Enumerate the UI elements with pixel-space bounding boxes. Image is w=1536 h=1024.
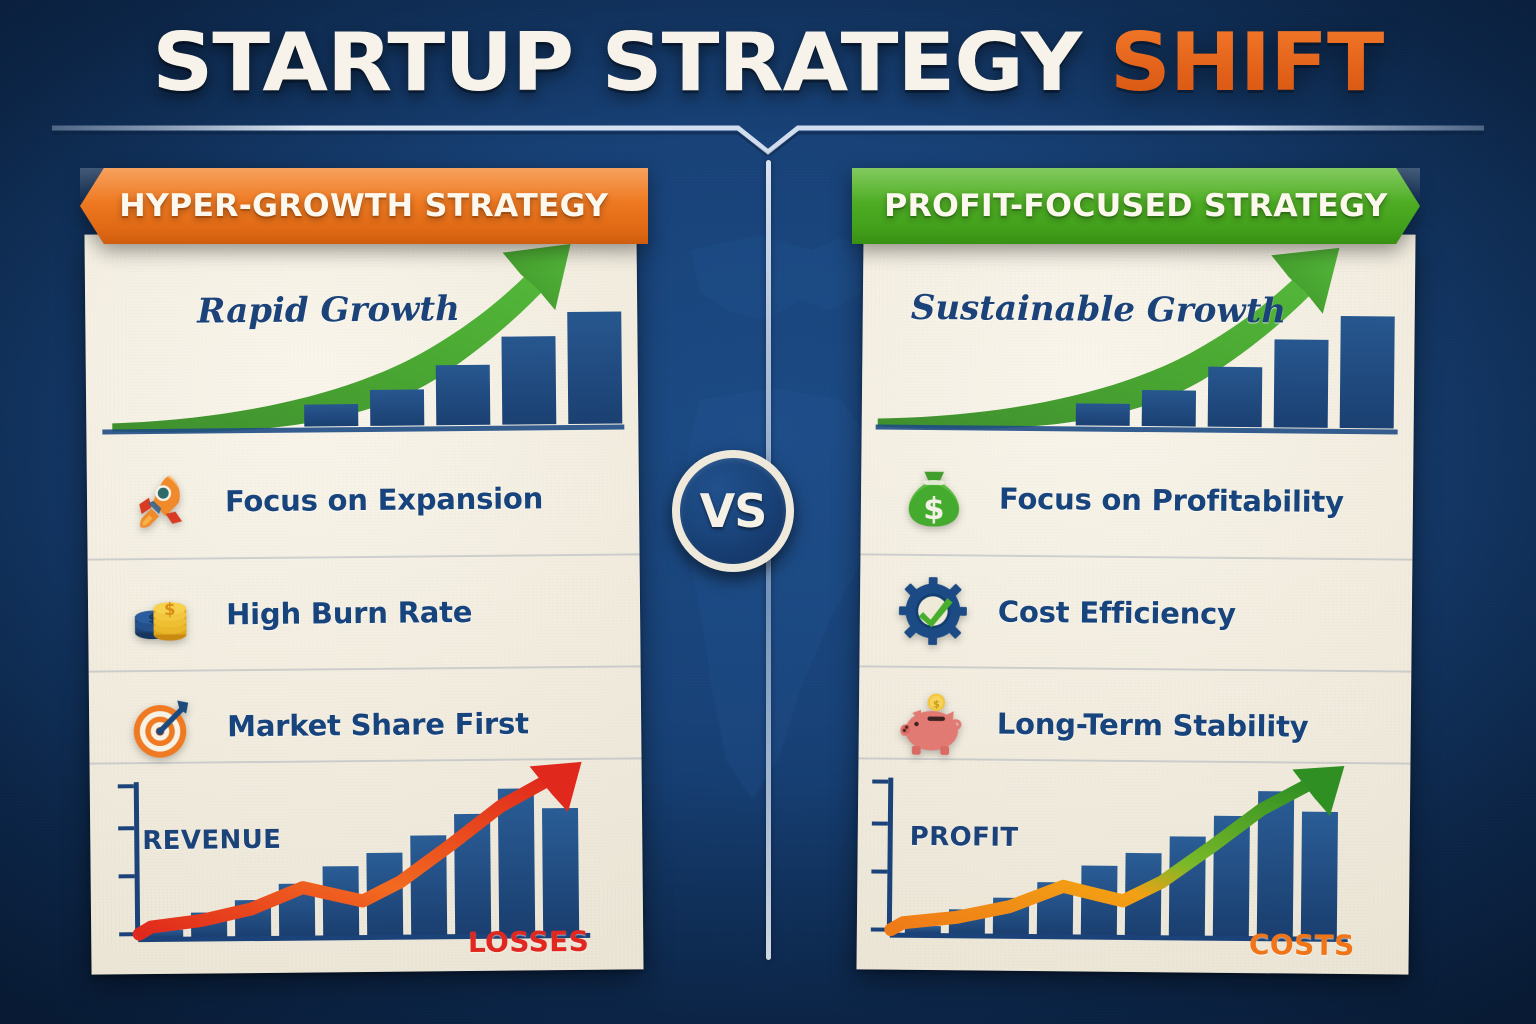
feature-label: Market Share First	[227, 706, 529, 744]
feature-row-focus-on-profitability[interactable]: $ Focus on Profitability	[860, 441, 1413, 558]
vs-label: VS	[699, 484, 768, 538]
feature-row-market-share-first[interactable]: Market Share First	[88, 665, 642, 783]
feature-row-long-term-stability[interactable]: $ Long-Term Stab	[858, 665, 1412, 783]
money-bag-icon: $	[895, 459, 974, 538]
panel-profit-focused: Sustainable Growth $ Focus on Profitabil…	[856, 229, 1416, 975]
right-growth-caption: Sustainable Growth	[910, 287, 1287, 332]
right-bottom-chart-svg	[870, 766, 1348, 943]
svg-text:$: $	[923, 492, 945, 527]
right-growth-chart: Sustainable Growth	[862, 235, 1416, 448]
page-title-main: STARTUP STRATEGY	[152, 16, 1110, 109]
ribbon-profit-focused: PROFIT-FOCUSED STRATEGY	[852, 168, 1420, 244]
right-growth-chart-svg	[875, 247, 1398, 435]
panel-hyper-growth: Rapid Growth	[84, 229, 644, 975]
feature-label: Cost Efficiency	[997, 594, 1237, 631]
feature-label: High Burn Rate	[225, 594, 473, 632]
left-bottom-chart-svg	[117, 761, 591, 943]
left-growth-caption: Rapid Growth	[197, 289, 461, 332]
ribbon-label: HYPER-GROWTH STRATEGY	[119, 188, 609, 224]
ribbon-label: PROFIT-FOCUSED STRATEGY	[884, 188, 1388, 224]
feature-row-cost-efficiency[interactable]: Cost Efficiency	[859, 553, 1413, 671]
right-chart-label-main: PROFIT	[909, 821, 1019, 853]
svg-text:$: $	[148, 612, 157, 626]
ribbon-shape	[852, 168, 1420, 244]
page-title: STARTUP STRATEGY SHIFT	[0, 16, 1536, 109]
feature-label: Focus on Expansion	[224, 481, 544, 519]
vs-badge: VS	[672, 450, 794, 572]
ribbon-hyper-growth: HYPER-GROWTH STRATEGY	[80, 168, 648, 244]
svg-text:$: $	[164, 600, 176, 619]
page-title-container: STARTUP STRATEGY SHIFT	[0, 16, 1536, 109]
rocket-icon	[121, 463, 200, 542]
left-bottom-chart: REVENUE LOSSES	[89, 757, 644, 975]
right-bottom-chart: PROFIT COSTS	[856, 757, 1411, 975]
left-growth-chart-svg	[102, 244, 625, 435]
piggy-bank-icon: $	[892, 684, 971, 763]
feature-row-high-burn-rate[interactable]: $ $ High Burn Rate	[87, 553, 641, 671]
feature-row-focus-on-expansion[interactable]: Focus on Expansion	[86, 441, 639, 558]
header-divider	[52, 125, 1484, 156]
left-feature-list: Focus on Expansion $	[86, 441, 642, 783]
page-title-accent: SHIFT	[1109, 16, 1385, 109]
left-chart-label-sub: LOSSES	[467, 924, 590, 960]
feature-label: Long-Term Stability	[996, 706, 1309, 744]
left-growth-chart: Rapid Growth	[85, 235, 639, 448]
feature-label: Focus on Profitability	[998, 481, 1344, 519]
right-feature-list: $ Focus on Profitability	[858, 441, 1413, 783]
right-chart-label-sub: COSTS	[1248, 928, 1355, 963]
coins-icon: $ $	[122, 576, 201, 655]
gear-check-icon	[894, 572, 973, 651]
left-chart-label-main: REVENUE	[142, 824, 282, 857]
target-icon	[123, 688, 202, 767]
ribbon-shape	[80, 168, 648, 244]
svg-text:$: $	[933, 700, 940, 711]
